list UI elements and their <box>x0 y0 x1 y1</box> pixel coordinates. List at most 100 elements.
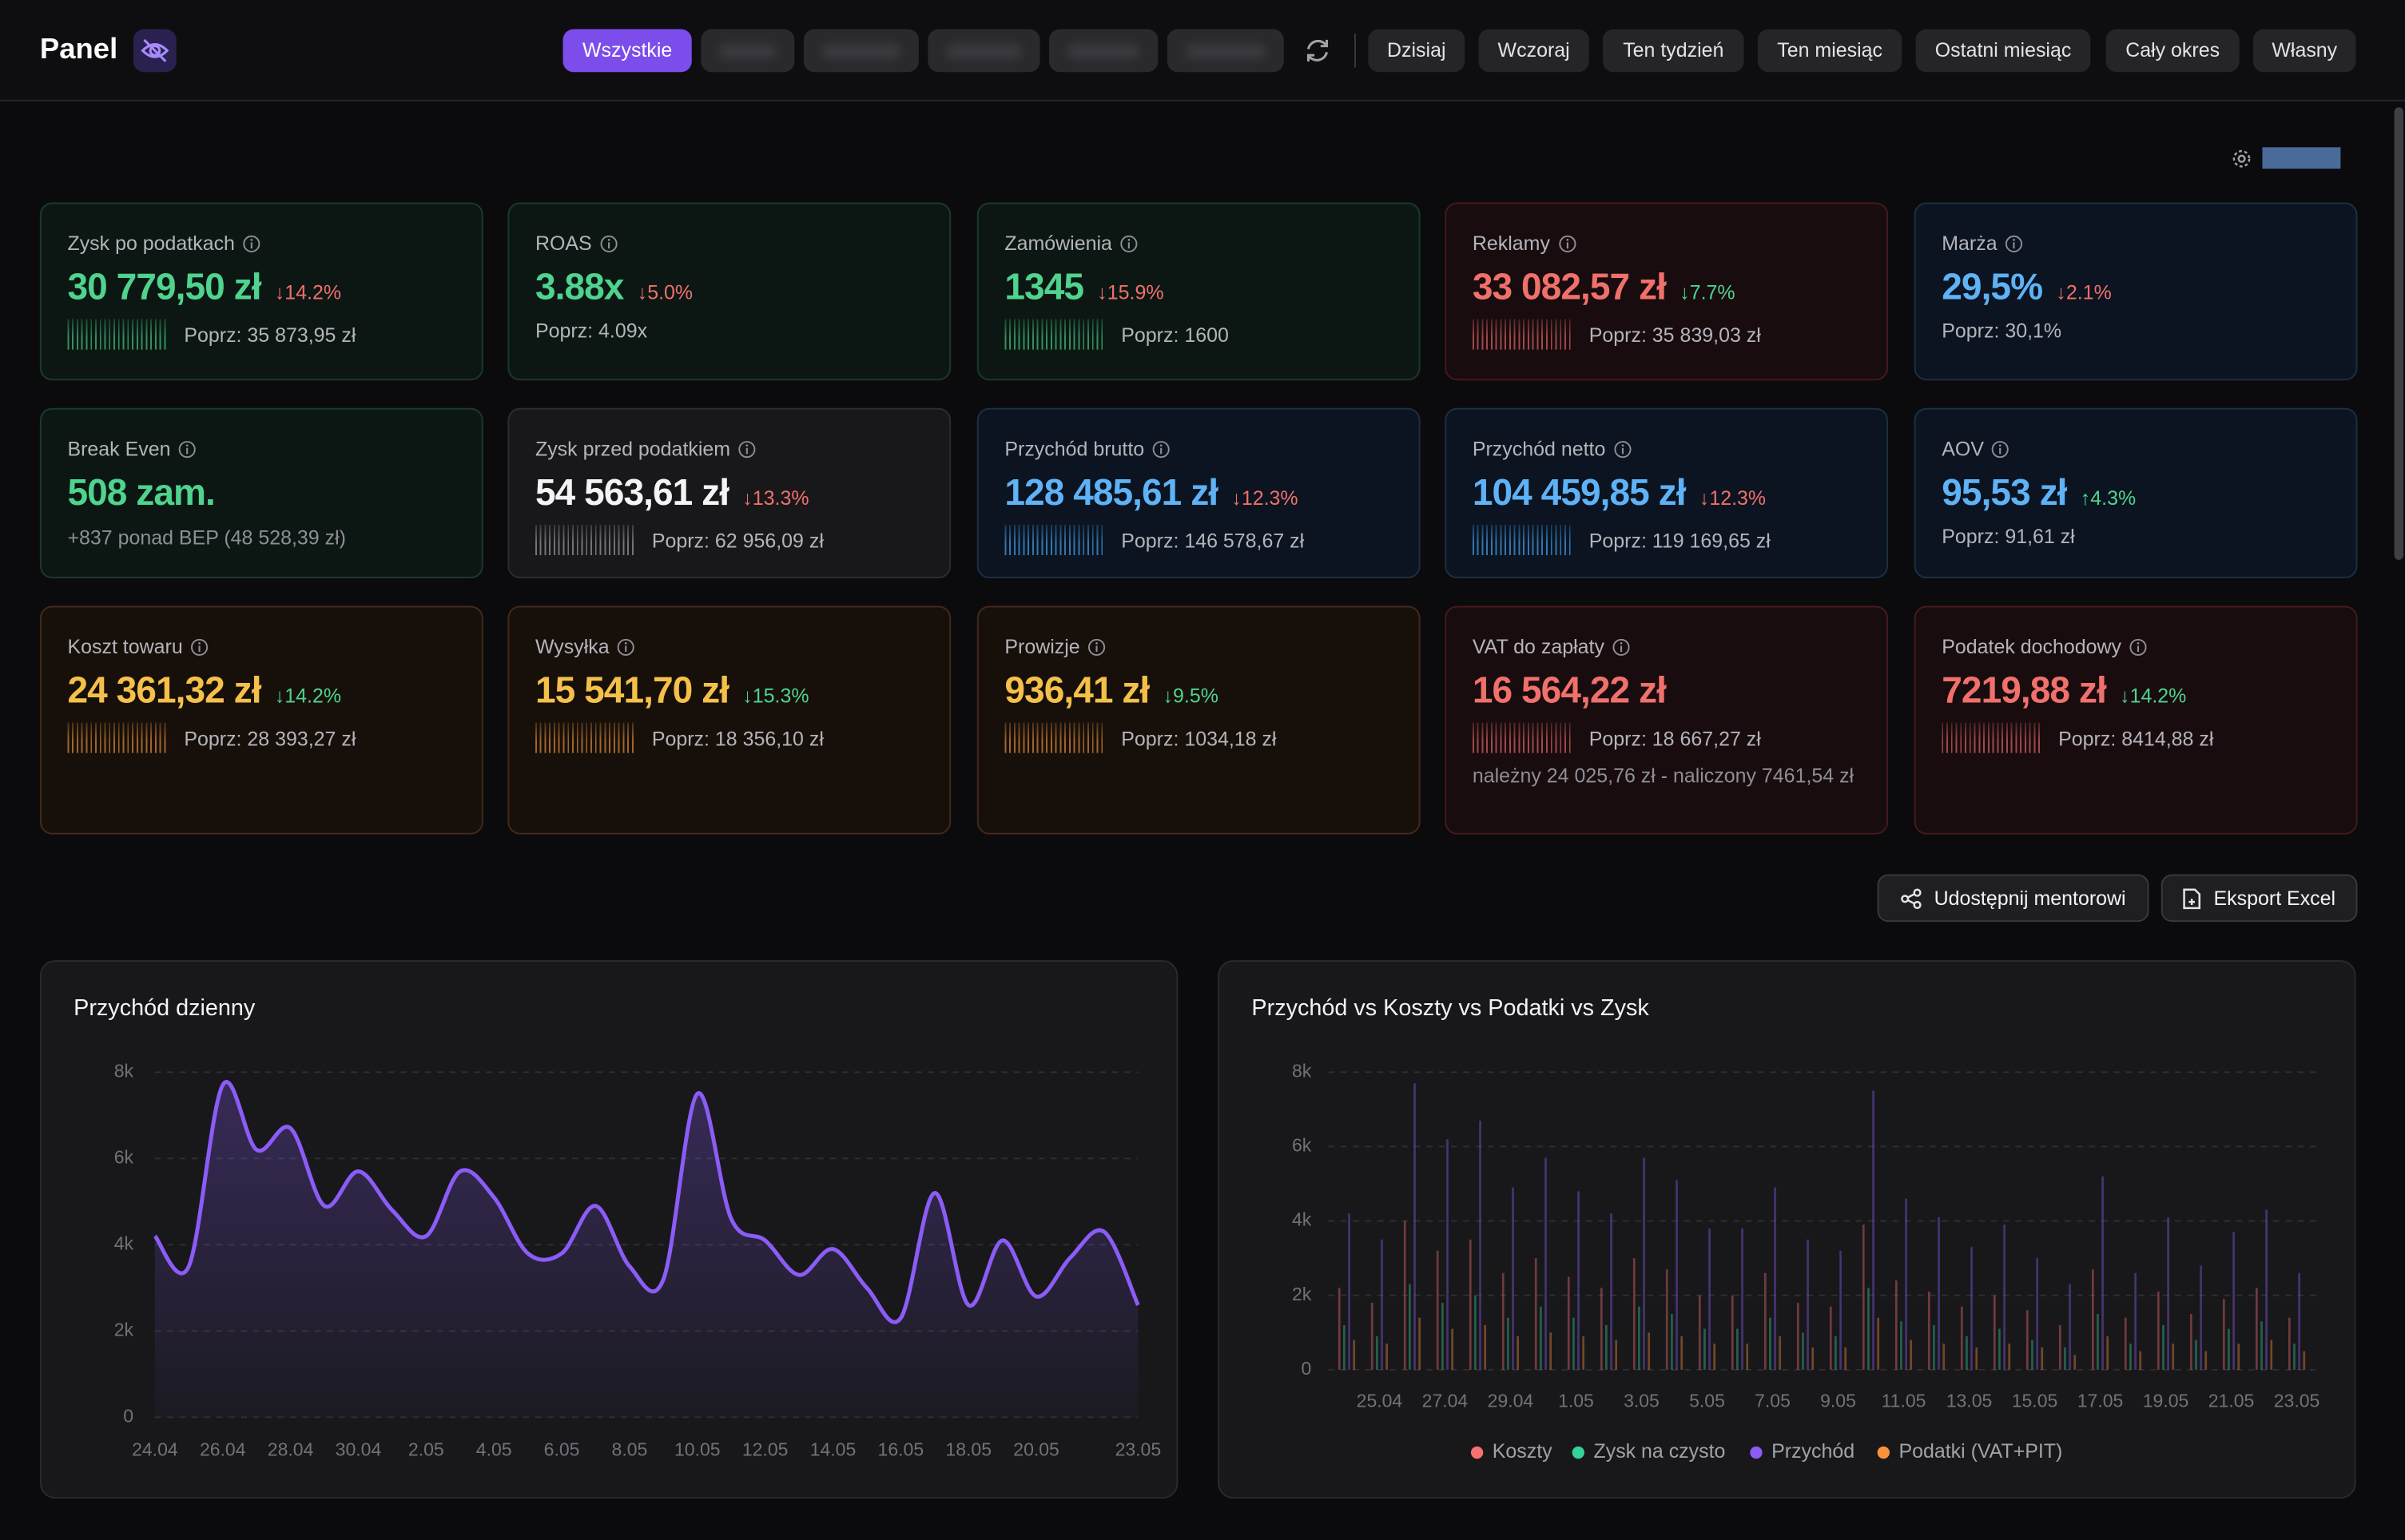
info-circle <box>1612 637 1630 655</box>
x-tick-label: 24.04 <box>132 1439 178 1460</box>
kpi-label: Przychód brutto <box>1004 437 1145 461</box>
bar <box>2106 1336 2109 1370</box>
period-button[interactable]: Cały okres <box>2105 29 2240 73</box>
bar <box>1703 1328 1706 1370</box>
x-tick-label: 12.05 <box>742 1439 789 1460</box>
kpi-value-row: 16 564,22 zł <box>1473 670 1861 713</box>
share-label: Udostępnij mentorowi <box>1934 886 2126 910</box>
blurred-tab[interactable] <box>701 29 795 73</box>
period-button[interactable]: Wczoraj <box>1478 29 1589 73</box>
blurred-link[interactable] <box>2262 147 2341 169</box>
blurred-tab[interactable] <box>803 29 919 73</box>
settings-icon[interactable] <box>2232 149 2252 169</box>
kpi-value: 15 541,70 zł <box>535 670 729 712</box>
legend-swatch <box>1877 1446 1890 1459</box>
bar <box>1844 1347 1847 1370</box>
info-icon[interactable] <box>190 637 209 656</box>
tab-all[interactable]: Wszystkie <box>562 29 692 73</box>
info-icon[interactable] <box>1992 439 2010 458</box>
bar <box>1905 1198 1907 1370</box>
bar <box>1708 1228 1711 1370</box>
kpi-bottom: Poprz: 18 356,10 zł <box>535 722 924 753</box>
bar <box>1900 1321 1902 1370</box>
bar <box>1638 1306 1640 1370</box>
info-dot <box>1565 238 1568 240</box>
kpi-previous: Poprz: 18 667,27 zł <box>1588 726 1761 750</box>
sparkline <box>1472 722 1574 753</box>
bar <box>1441 1303 1444 1370</box>
period-button[interactable]: Ten miesiąc <box>1757 29 1902 73</box>
kpi-bottom: Poprz: 91,61 zł <box>1942 525 2330 548</box>
refresh-icon[interactable] <box>1302 35 1333 65</box>
info-icon[interactable] <box>738 439 757 458</box>
share-icon <box>1901 887 1922 909</box>
kpi-previous: Poprz: 18 356,10 zł <box>651 726 824 750</box>
kpi-value: 7219,88 zł <box>1942 670 2107 712</box>
bar <box>2036 1258 2038 1370</box>
blurred-tab[interactable] <box>928 29 1040 73</box>
info-icon[interactable] <box>1120 234 1139 252</box>
info-icon[interactable] <box>243 234 261 252</box>
kpi-bottom: Poprz: 28 393,27 zł <box>67 722 455 753</box>
kpi-card: Wysyłka 15 541,70 zł ↓15.3% Poprz: 18 356,1… <box>507 605 952 835</box>
info-circle <box>1152 440 1170 458</box>
info-icon[interactable] <box>1152 439 1171 458</box>
kpi-label-row: ROAS <box>535 232 924 255</box>
info-icon[interactable] <box>617 637 635 656</box>
info-icon[interactable] <box>1558 234 1576 252</box>
share-button[interactable]: Udostępnij mentorowi <box>1877 874 2149 923</box>
bar <box>1338 1288 1341 1370</box>
x-tick-label: 1.05 <box>1558 1390 1594 1411</box>
kpi-value: 936,41 zł <box>1004 670 1150 712</box>
info-circle <box>1558 234 1576 252</box>
info-icon[interactable] <box>1087 637 1106 656</box>
info-icon[interactable] <box>599 234 618 252</box>
bar <box>2195 1340 2197 1370</box>
bar <box>2031 1340 2033 1370</box>
kpi-label: ROAS <box>535 231 592 255</box>
info-circle <box>600 234 618 252</box>
info-dot <box>2137 641 2140 644</box>
x-tick-label: 17.05 <box>2077 1390 2124 1411</box>
kpi-value-row: 15 541,70 zł ↓15.3% <box>535 670 924 713</box>
bar <box>2129 1344 2132 1370</box>
period-button[interactable]: Ostatni miesiąc <box>1915 29 2091 73</box>
kpi-label: Reklamy <box>1472 231 1550 255</box>
kpi-bottom: Poprz: 1600 <box>1004 319 1393 350</box>
kpi-value-row: 3.88x ↓5.0% <box>535 267 924 310</box>
period-button[interactable]: Dzisiaj <box>1368 29 1465 73</box>
sparkline <box>535 524 637 556</box>
bar <box>1802 1332 1804 1370</box>
info-icon[interactable] <box>2005 234 2023 252</box>
bar <box>2265 1209 2268 1370</box>
x-tick-label: 23.05 <box>1115 1439 1162 1460</box>
kpi-label-row: Zysk przed podatkiem <box>535 437 924 460</box>
info-circle <box>1120 234 1138 252</box>
kpi-previous: Poprz: 35 873,95 zł <box>184 323 356 347</box>
blurred-tab[interactable] <box>1049 29 1159 73</box>
bar <box>1938 1217 1940 1370</box>
blurred-tab[interactable] <box>1167 29 1284 73</box>
kpi-value-row: 1345 ↓15.9% <box>1004 267 1393 310</box>
kpi-label-row: Zamówienia <box>1004 232 1393 255</box>
kpi-label: Break Even <box>67 437 171 461</box>
bar <box>2288 1317 2291 1370</box>
y-tick-label: 0 <box>1301 1358 1311 1379</box>
kpi-change: ↓2.1% <box>2056 280 2112 304</box>
bar <box>1436 1250 1439 1370</box>
info-icon[interactable] <box>1613 439 1632 458</box>
info-icon[interactable] <box>178 439 197 458</box>
period-button[interactable]: Własny <box>2252 29 2356 73</box>
bar <box>1370 1303 1373 1370</box>
info-icon[interactable] <box>2129 637 2148 656</box>
bar <box>1960 1306 1963 1370</box>
privacy-toggle[interactable] <box>133 29 177 73</box>
export-button[interactable]: Eksport Excel <box>2161 874 2358 923</box>
kpi-value-row: 95,53 zł ↑4.3% <box>1942 472 2330 515</box>
info-dot <box>745 443 749 447</box>
kpi-label: Wysyłka <box>535 635 610 658</box>
kpi-change: ↓13.3% <box>742 486 809 510</box>
x-tick-label: 2.05 <box>408 1439 444 1460</box>
period-button[interactable]: Ten tydzień <box>1603 29 1744 73</box>
info-icon[interactable] <box>1612 637 1631 656</box>
